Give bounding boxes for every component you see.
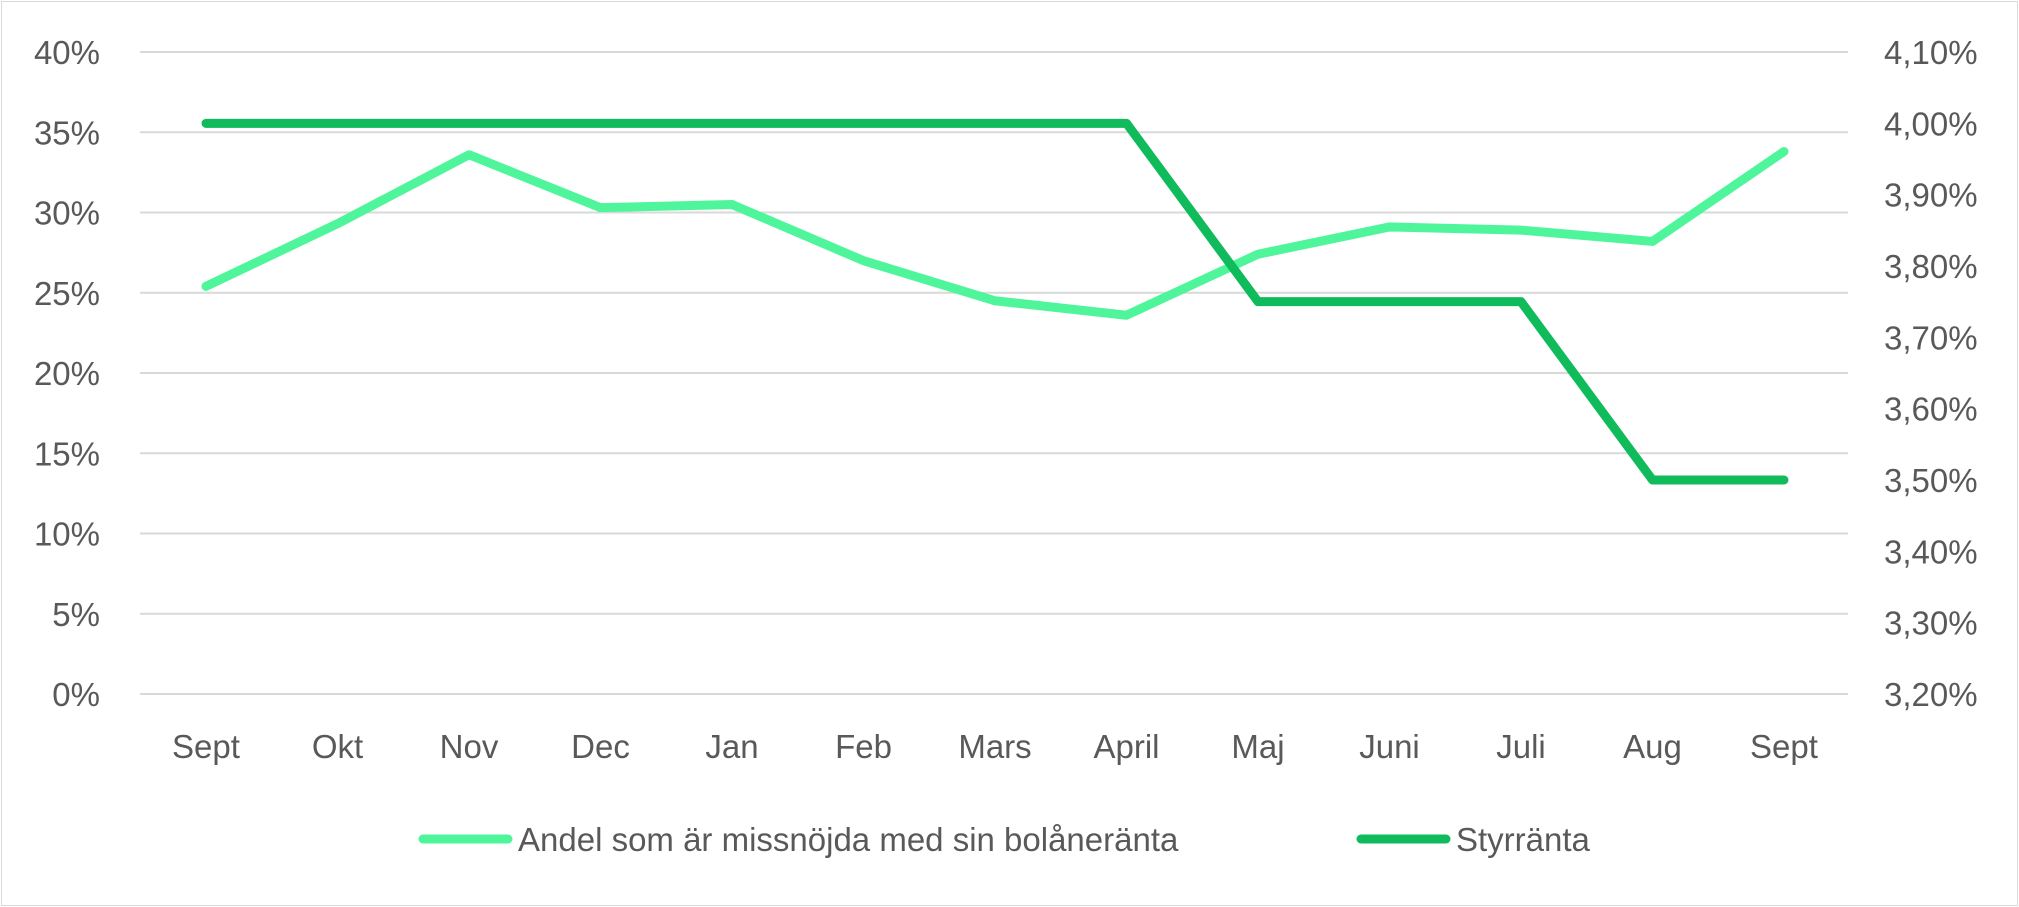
right-axis-tick-label: 3,60% [1884,391,1978,428]
left-axis-tick-label: 40% [34,34,100,71]
x-axis-tick-label: Juni [1359,728,1420,765]
x-axis-tick-label: Nov [440,728,499,765]
left-axis-tick-label: 30% [34,195,100,232]
left-axis-ticks: 0% 5% 10% 15% 20% 25% 30% 35% 40% [34,34,100,713]
gridlines [140,51,1848,695]
right-axis-tick-label: 3,80% [1884,248,1978,285]
left-axis-tick-label: 25% [34,275,100,312]
legend-label: Styrränta [1456,821,1591,858]
x-axis-tick-label: April [1093,728,1159,765]
series-line [201,147,1789,320]
right-axis-tick-label: 4,00% [1884,105,1978,142]
right-axis-tick-label: 3,20% [1884,676,1978,713]
x-axis-tick-label: Juli [1496,728,1546,765]
x-axis-tick-label: Sept [172,728,240,765]
right-axis-tick-label: 3,40% [1884,533,1978,570]
right-axis-ticks: 3,20% 3,30% 3,40% 3,50% 3,60% 3,70% 3,80% 3,90%… [1884,34,1978,713]
x-axis-tick-label: Okt [312,728,363,765]
right-axis-tick-label: 3,90% [1884,177,1978,214]
x-axis-tick-label: Mars [958,728,1031,765]
left-axis-tick-label: 20% [34,355,100,392]
right-axis-tick-label: 3,50% [1884,462,1978,499]
legend: Andel som är missnöjda med sin bolånerän… [418,821,1591,858]
left-axis-tick-label: 0% [52,676,100,713]
x-axis-tick-label: Feb [835,728,892,765]
left-axis-tick-label: 15% [34,435,100,472]
x-axis-tick-label: Sept [1750,728,1818,765]
x-axis-tick-label: Dec [571,728,630,765]
right-axis-tick-label: 3,70% [1884,319,1978,356]
x-axis-ticks: Sept Okt Nov Dec Jan Feb Mars April Maj Juni Juli A… [172,728,1818,765]
series-lines [201,118,1789,485]
left-axis-tick-label: 35% [34,114,100,151]
x-axis-tick-label: Aug [1623,728,1682,765]
left-axis-tick-label: 10% [34,516,100,553]
legend-label: Andel som är missnöjda med sin bolånerän… [518,821,1179,858]
x-axis-tick-label: Jan [705,728,758,765]
right-axis-tick-label: 4,10% [1884,34,1978,71]
x-axis-tick-label: Maj [1231,728,1284,765]
right-axis-tick-label: 3,30% [1884,605,1978,642]
series-line [201,118,1789,485]
left-axis-tick-label: 5% [52,596,100,633]
